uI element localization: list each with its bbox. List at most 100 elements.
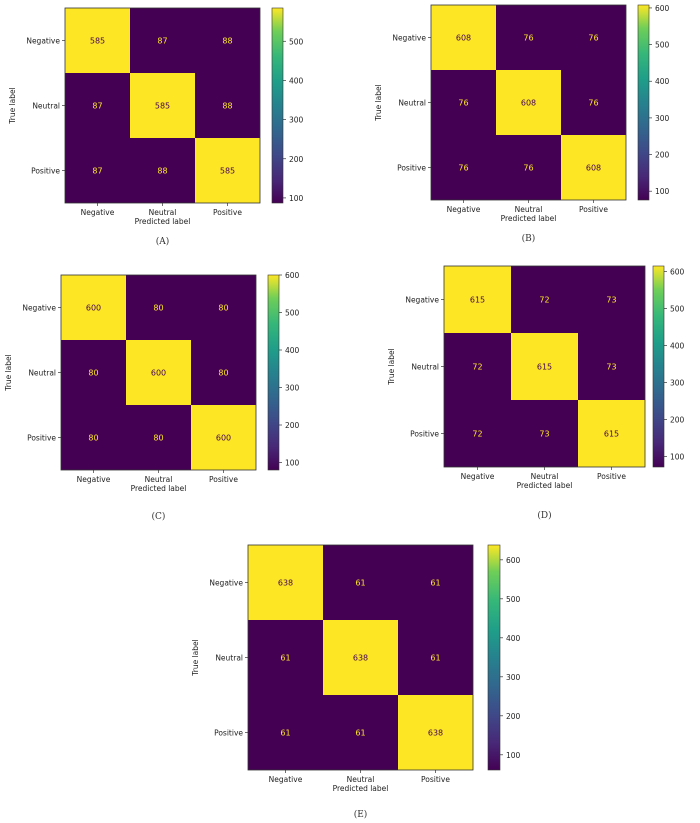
x-tick-label: Negative	[461, 472, 495, 481]
colorbar-tick-label: 300	[289, 116, 304, 125]
x-tick-label: Positive	[213, 208, 242, 217]
cell-value-label: 615	[470, 296, 485, 305]
matrix-cell	[323, 620, 398, 695]
colorbar-tick-label: 400	[506, 634, 521, 643]
cell-value-label: 61	[430, 579, 440, 588]
colorbar-tick-label: 400	[670, 342, 685, 351]
colorbar-tick-label: 500	[289, 37, 304, 46]
matrix-cell	[496, 135, 561, 200]
cell-value-label: 585	[90, 37, 105, 46]
matrix-cell	[444, 266, 511, 333]
matrix-cell	[248, 695, 323, 770]
cell-value-label: 73	[606, 296, 616, 305]
x-tick-label: Negative	[447, 205, 481, 214]
matrix-cell	[65, 8, 130, 73]
y-axis-label: True label	[374, 84, 383, 121]
y-tick-label: Negative	[26, 37, 60, 46]
colorbar-tick-label: 100	[655, 187, 670, 196]
matrix-cell	[398, 545, 473, 620]
cell-value-label: 61	[355, 579, 365, 588]
x-tick-label: Positive	[597, 472, 626, 481]
cell-value-label: 61	[280, 654, 290, 663]
matrix-cell	[248, 620, 323, 695]
cell-value-label: 80	[218, 304, 228, 313]
y-tick-label: Positive	[27, 434, 56, 443]
matrix-cell	[323, 545, 398, 620]
cell-value-label: 615	[604, 430, 619, 439]
x-axis-label: Predicted label	[131, 484, 187, 493]
cell-value-label: 76	[588, 99, 598, 108]
cell-value-label: 76	[588, 34, 598, 43]
x-tick-label: Neutral	[347, 775, 375, 784]
colorbar-tick-label: 200	[670, 416, 685, 425]
matrix-cell	[65, 138, 130, 203]
matrix-cell	[61, 340, 126, 405]
matrix-cell	[431, 70, 496, 135]
matrix-cell	[561, 5, 626, 70]
colorbar-tick-label: 600	[670, 268, 685, 277]
colorbar-tick-label: 500	[506, 595, 521, 604]
colorbar	[652, 265, 665, 468]
matrix-cell	[248, 545, 323, 620]
cell-value-label: 585	[220, 167, 235, 176]
y-axis-label: True label	[191, 639, 200, 676]
matrix-cell	[578, 400, 645, 467]
matrix-cell	[431, 135, 496, 200]
matrix-cell	[195, 8, 260, 73]
matrix-cell	[61, 405, 126, 470]
x-tick-label: Neutral	[515, 205, 543, 214]
x-tick-label: Positive	[579, 205, 608, 214]
cell-value-label: 638	[353, 654, 368, 663]
panel-caption: (B)	[522, 233, 536, 244]
x-tick-label: Negative	[81, 208, 115, 217]
colorbar-tick-label: 300	[506, 673, 521, 682]
colorbar-tick-label: 200	[285, 421, 300, 430]
matrix-cell	[511, 333, 578, 400]
y-axis-label: True label	[387, 348, 396, 385]
colorbar	[487, 544, 501, 771]
cell-value-label: 80	[153, 434, 163, 443]
matrix-cell	[578, 266, 645, 333]
colorbar-tick-label: 200	[655, 151, 670, 160]
matrix-cell	[126, 275, 191, 340]
colorbar-tick-label: 200	[289, 155, 304, 164]
cell-value-label: 80	[153, 304, 163, 313]
cell-value-label: 87	[157, 37, 167, 46]
cell-value-label: 72	[539, 296, 549, 305]
matrix-cell	[195, 138, 260, 203]
y-axis-label: True label	[8, 87, 17, 124]
y-tick-label: Positive	[397, 164, 426, 173]
cell-value-label: 87	[92, 167, 102, 176]
matrix-cell	[130, 138, 195, 203]
cell-value-label: 638	[428, 729, 443, 738]
panel-caption: (C)	[152, 511, 166, 522]
cell-value-label: 72	[472, 363, 482, 372]
matrix-cell	[431, 5, 496, 70]
x-axis-label: Predicted label	[135, 217, 191, 226]
cell-value-label: 76	[458, 164, 468, 173]
x-tick-label: Neutral	[145, 475, 173, 484]
y-tick-label: Neutral	[411, 363, 439, 372]
colorbar-tick-label: 300	[670, 379, 685, 388]
colorbar	[267, 274, 280, 471]
matrix-cell	[561, 70, 626, 135]
confusion-matrix-panel: 600 80 80 80 600 80 80 80 600 Negative Neutral Posi…	[4, 271, 300, 522]
confusion-matrix-panel: 585 87 88 87 585 88 87 88 585 Negative Neutral Posi…	[8, 7, 304, 247]
y-tick-label: Negative	[392, 34, 426, 43]
matrix-cell	[61, 275, 126, 340]
y-tick-label: Negative	[22, 304, 56, 313]
colorbar-tick-label: 500	[655, 41, 670, 50]
colorbar-tick-label: 200	[506, 712, 521, 721]
colorbar-tick-label: 600	[506, 556, 521, 565]
cell-value-label: 76	[523, 34, 533, 43]
y-tick-label: Positive	[410, 430, 439, 439]
panel-caption: (A)	[156, 236, 170, 247]
cell-value-label: 88	[222, 37, 232, 46]
colorbar-tick-label: 600	[655, 4, 670, 13]
colorbar-tick-label: 100	[289, 194, 304, 203]
cell-value-label: 615	[537, 363, 552, 372]
cell-value-label: 88	[222, 102, 232, 111]
x-axis-label: Predicted label	[333, 784, 389, 793]
confusion-matrix-panel: 608 76 76 76 608 76 76 76 608 Negative Neutral Posi…	[374, 4, 670, 244]
cell-value-label: 73	[606, 363, 616, 372]
